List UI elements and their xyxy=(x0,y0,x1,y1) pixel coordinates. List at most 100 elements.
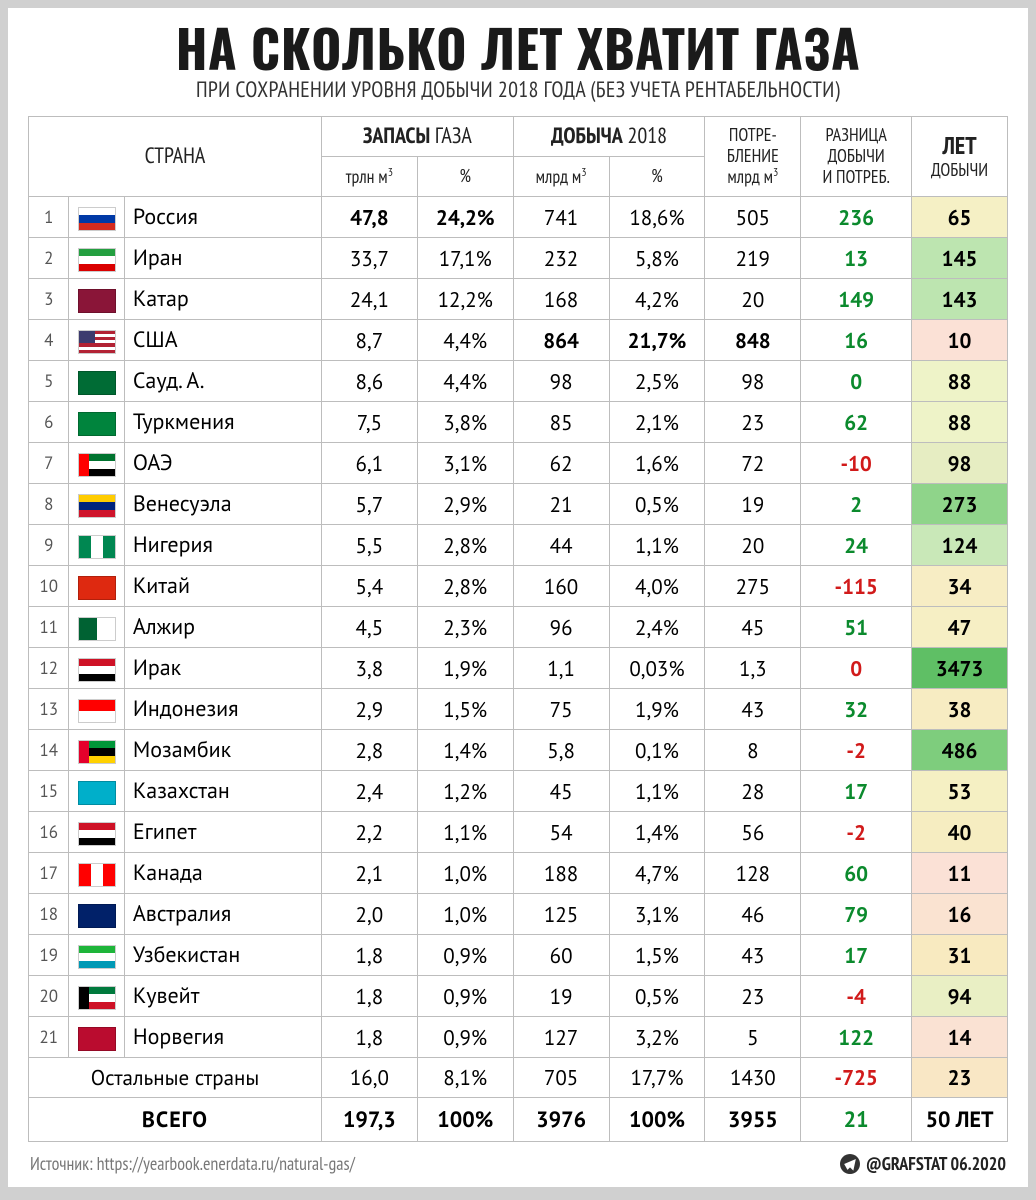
consumption: 20 xyxy=(705,525,801,566)
consumption: 275 xyxy=(705,566,801,607)
country-name: Алжир xyxy=(124,607,321,648)
table-row: 12Ирак3,81,9%1,10,03%1,303473 xyxy=(29,648,1008,689)
table-row: 17Канада2,11,0%1884,7%1286011 xyxy=(29,853,1008,894)
years: 273 xyxy=(912,484,1008,525)
country-name: Нигерия xyxy=(124,525,321,566)
reserves: 33,7 xyxy=(321,238,417,279)
production-pct: 0,1% xyxy=(609,730,705,771)
diff: -10 xyxy=(801,443,912,484)
flag-cell xyxy=(69,402,124,443)
reserves-pct: 3,8% xyxy=(417,402,513,443)
diff: 32 xyxy=(801,689,912,730)
rank: 12 xyxy=(29,648,69,689)
diff: -2 xyxy=(801,812,912,853)
table-row: 11Алжир4,52,3%962,4%455147 xyxy=(29,607,1008,648)
rank: 19 xyxy=(29,935,69,976)
rank: 4 xyxy=(29,320,69,361)
reserves: 1,8 xyxy=(321,935,417,976)
consumption: 28 xyxy=(705,771,801,812)
production-pct: 4,7% xyxy=(609,853,705,894)
table-header: СТРАНА ЗАПАСЫ ГАЗА ДОБЫЧА 2018 ПОТРЕ- БЛ… xyxy=(29,117,1008,197)
production: 864 xyxy=(513,320,609,361)
production: 232 xyxy=(513,238,609,279)
reserves: 3,8 xyxy=(321,648,417,689)
country-name: США xyxy=(124,320,321,361)
production-pct: 2,1% xyxy=(609,402,705,443)
reserves: 5,4 xyxy=(321,566,417,607)
years: 53 xyxy=(912,771,1008,812)
table-row: 7ОАЭ6,13,1%621,6%72-1098 xyxy=(29,443,1008,484)
totals-label: ВСЕГО xyxy=(29,1098,322,1142)
flag-cell xyxy=(69,812,124,853)
reserves: 24,1 xyxy=(321,279,417,320)
production: 1,1 xyxy=(513,648,609,689)
diff: -2 xyxy=(801,730,912,771)
th-years: ЛЕТ ДОБЫЧИ xyxy=(912,117,1008,197)
production: 19 xyxy=(513,976,609,1017)
years: 40 xyxy=(912,812,1008,853)
table-row: 1Россия47,824,2%74118,6%50523665 xyxy=(29,197,1008,238)
production-pct: 4,0% xyxy=(609,566,705,607)
reserves: 2,2 xyxy=(321,812,417,853)
table-row: 19Узбекистан1,80,9%601,5%431731 xyxy=(29,935,1008,976)
country-name: Венесуэла xyxy=(124,484,321,525)
flag-cell xyxy=(69,689,124,730)
production-pct: 5,8% xyxy=(609,238,705,279)
production-pct: 21,7% xyxy=(609,320,705,361)
flag-cell xyxy=(69,1017,124,1058)
production: 85 xyxy=(513,402,609,443)
flag-cell xyxy=(69,607,124,648)
years: 88 xyxy=(912,361,1008,402)
flag-cell xyxy=(69,525,124,566)
table-body: 1Россия47,824,2%74118,6%505236652Иран33,… xyxy=(29,197,1008,1142)
rank: 10 xyxy=(29,566,69,607)
years: 143 xyxy=(912,279,1008,320)
production: 54 xyxy=(513,812,609,853)
reserves-pct: 0,9% xyxy=(417,1017,513,1058)
flag-cell xyxy=(69,361,124,402)
consumption: 56 xyxy=(705,812,801,853)
diff: 149 xyxy=(801,279,912,320)
consumption: 43 xyxy=(705,935,801,976)
table-row: 9Нигерия5,52,8%441,1%2024124 xyxy=(29,525,1008,566)
reserves-pct: 12,2% xyxy=(417,279,513,320)
consumption: 43 xyxy=(705,689,801,730)
country-name: Иран xyxy=(124,238,321,279)
country-name: Канада xyxy=(124,853,321,894)
consumption: 1,3 xyxy=(705,648,801,689)
rank: 13 xyxy=(29,689,69,730)
production: 45 xyxy=(513,771,609,812)
country-name: Мозамбик xyxy=(124,730,321,771)
gas-table: СТРАНА ЗАПАСЫ ГАЗА ДОБЫЧА 2018 ПОТРЕ- БЛ… xyxy=(28,116,1008,1142)
production-pct: 2,4% xyxy=(609,607,705,648)
flag-cell xyxy=(69,197,124,238)
rank: 16 xyxy=(29,812,69,853)
flag-cell xyxy=(69,443,124,484)
production: 62 xyxy=(513,443,609,484)
country-name: Ирак xyxy=(124,648,321,689)
consumption: 72 xyxy=(705,443,801,484)
consumption: 128 xyxy=(705,853,801,894)
years: 16 xyxy=(912,894,1008,935)
consumption: 45 xyxy=(705,607,801,648)
production-pct: 3,1% xyxy=(609,894,705,935)
country-name: Индонезия xyxy=(124,689,321,730)
rank: 14 xyxy=(29,730,69,771)
years: 124 xyxy=(912,525,1008,566)
table-row: 6Туркмения7,53,8%852,1%236288 xyxy=(29,402,1008,443)
years: 11 xyxy=(912,853,1008,894)
reserves: 7,5 xyxy=(321,402,417,443)
th-production: ДОБЫЧА 2018 xyxy=(513,117,705,157)
flag-cell xyxy=(69,238,124,279)
country-name: Китай xyxy=(124,566,321,607)
production-pct: 0,5% xyxy=(609,484,705,525)
production: 741 xyxy=(513,197,609,238)
rank: 6 xyxy=(29,402,69,443)
table-row: 21Норвегия1,80,9%1273,2%512214 xyxy=(29,1017,1008,1058)
production-pct: 1,1% xyxy=(609,525,705,566)
diff: -115 xyxy=(801,566,912,607)
country-name: Кувейт xyxy=(124,976,321,1017)
diff: -4 xyxy=(801,976,912,1017)
rank: 9 xyxy=(29,525,69,566)
diff: 51 xyxy=(801,607,912,648)
